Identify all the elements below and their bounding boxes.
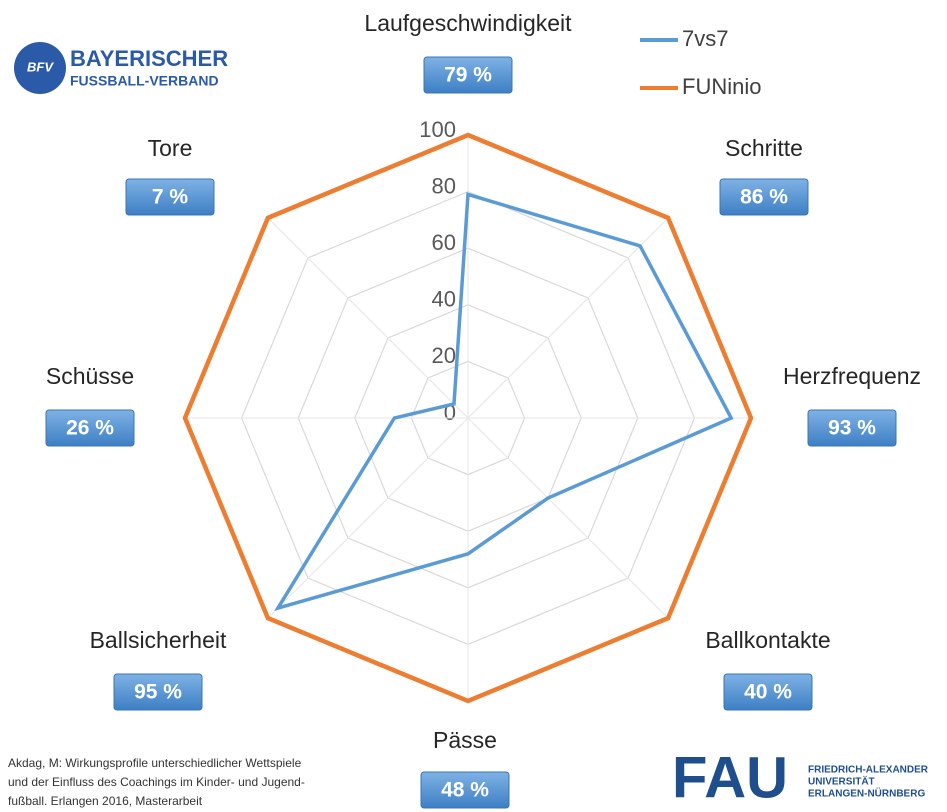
- value-label: 79 %: [444, 64, 492, 87]
- category-label: Tore: [148, 135, 193, 161]
- category-label: Herzfrequenz: [783, 363, 921, 389]
- value-box: [719, 178, 809, 216]
- category-label: Laufgeschwindigkeit: [364, 10, 572, 36]
- value-label: 86 %: [740, 186, 788, 209]
- spoke: [467, 217, 669, 419]
- logo-text: ERLANGEN-NÜRNBERG: [808, 787, 925, 800]
- logo-text: BFV: [27, 59, 54, 74]
- spoke: [467, 417, 669, 619]
- spoke: [267, 417, 469, 619]
- value-label: 48 %: [441, 779, 489, 802]
- category-label: Ballsicherheit: [90, 627, 227, 653]
- value-box: [125, 178, 215, 216]
- source-text: Akdag, M: Wirkungsprofile unterschiedlic…: [8, 756, 302, 770]
- category-label: Schüsse: [46, 363, 134, 389]
- value-label: 40 %: [744, 681, 792, 704]
- source-text: fußball. Erlangen 2016, Masterarbeit: [8, 794, 203, 808]
- category-label: Pässe: [433, 727, 497, 753]
- value-box: [420, 771, 510, 809]
- series-line: [182, 132, 754, 704]
- value-label: 93 %: [828, 417, 876, 440]
- value-box: [113, 673, 203, 711]
- value-box: [45, 409, 135, 447]
- value-box: [423, 56, 513, 94]
- r-tick-label: 100: [419, 117, 456, 142]
- legend-label: 7vs7: [682, 26, 728, 51]
- r-tick-label: 20: [432, 343, 456, 368]
- category-label: Ballkontakte: [705, 627, 830, 653]
- value-box: [723, 673, 813, 711]
- value-label: 26 %: [66, 417, 114, 440]
- series-line: [274, 192, 734, 612]
- category-label: Schritte: [725, 135, 803, 161]
- r-tick-label: 60: [432, 230, 456, 255]
- r-tick-label: 80: [432, 173, 456, 198]
- logo-text: FUSSBALL-VERBAND: [70, 73, 219, 89]
- bfv-logo: BFV BAYERISCHER FUSSBALL-VERBAND: [14, 42, 228, 94]
- r-tick-label: 40: [432, 287, 456, 312]
- logo-text: FAU: [672, 745, 788, 810]
- value-label: 95 %: [134, 681, 182, 704]
- logo-text: FRIEDRICH-ALEXANDER: [808, 765, 929, 776]
- source-text: und der Einfluss des Coachings im Kinder…: [8, 775, 305, 789]
- value-label: 7 %: [152, 186, 189, 209]
- legend-label: FUNinio: [682, 74, 761, 99]
- logo-text: BAYERISCHER: [70, 46, 228, 71]
- logo-text: UNIVERSITÄT: [808, 775, 875, 788]
- spoke: [267, 217, 469, 419]
- value-box: [807, 409, 897, 447]
- fau-logo: FAU FRIEDRICH-ALEXANDER UNIVERSITÄT ERLA…: [672, 745, 929, 810]
